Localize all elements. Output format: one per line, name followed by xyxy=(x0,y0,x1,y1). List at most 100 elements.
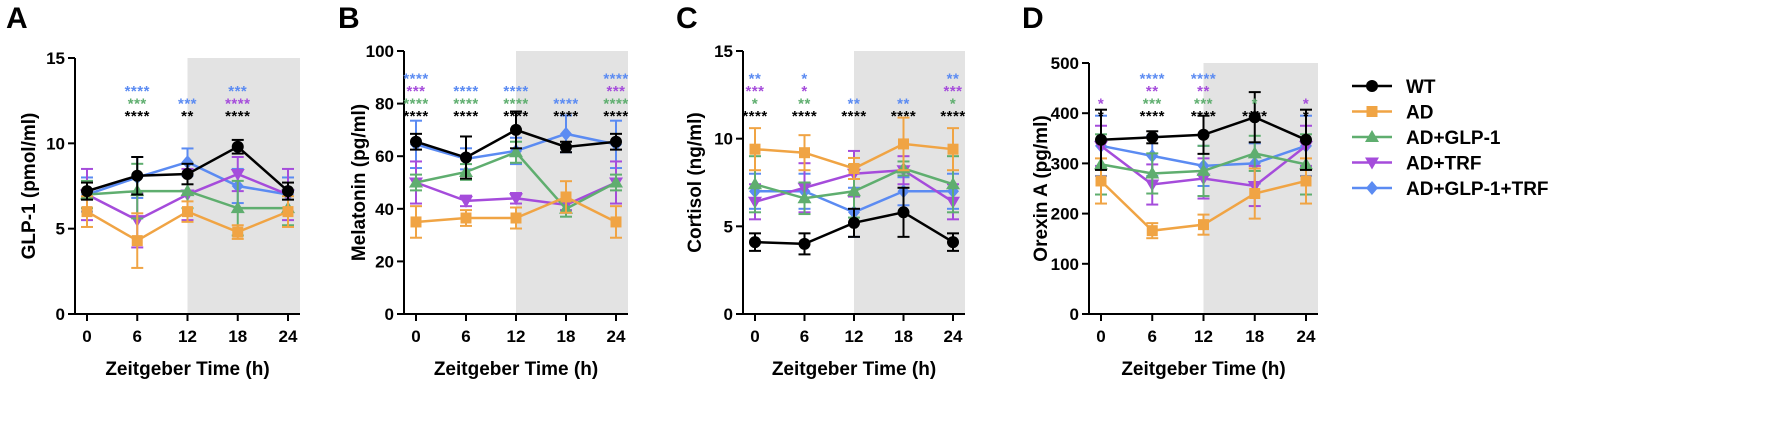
y-tick-label: 0 xyxy=(1070,305,1079,324)
significance-stars: *** xyxy=(606,83,625,100)
significance-stars: **** xyxy=(125,108,150,125)
data-point xyxy=(460,151,472,164)
y-tick-label: 500 xyxy=(1051,54,1079,73)
y-axis-label: Melatonin (pg/ml) xyxy=(349,104,370,261)
data-point xyxy=(560,126,572,141)
panel-letter: B xyxy=(338,2,360,35)
y-tick-label: 0 xyxy=(724,305,733,324)
significance-stars: **** xyxy=(841,108,866,125)
data-point xyxy=(230,201,245,214)
data-point xyxy=(460,212,472,224)
significance-stars: ** xyxy=(749,71,762,88)
significance-stars: **** xyxy=(403,96,428,113)
significance-stars: *** xyxy=(128,96,147,113)
dark-phase-shading xyxy=(1203,63,1318,314)
significance-stars: * xyxy=(950,96,956,113)
significance-stars: ** xyxy=(897,96,910,113)
x-tick-label: 24 xyxy=(607,327,626,346)
data-point xyxy=(1095,175,1107,187)
significance-stars: **** xyxy=(403,108,428,125)
x-tick-label: 18 xyxy=(1245,327,1264,346)
significance-stars: *** xyxy=(228,83,247,100)
data-point xyxy=(1145,166,1160,179)
data-point xyxy=(282,185,294,198)
significance-stars: ** xyxy=(798,96,811,113)
y-tick-label: 10 xyxy=(46,134,65,153)
data-point xyxy=(610,135,622,148)
data-point xyxy=(230,169,245,182)
x-tick-label: 12 xyxy=(178,327,197,346)
x-tick-label: 12 xyxy=(845,327,864,346)
y-tick-label: 100 xyxy=(1051,255,1079,274)
x-tick-label: 18 xyxy=(894,327,913,346)
significance-stars: **** xyxy=(225,96,250,113)
significance-stars: * xyxy=(801,71,807,88)
data-point xyxy=(1146,225,1158,237)
data-point xyxy=(182,206,193,218)
x-tick-label: 24 xyxy=(279,327,298,346)
data-point xyxy=(1198,219,1209,231)
legend-item: AD+GLP-1 xyxy=(1352,128,1501,149)
legend-label: WT xyxy=(1406,77,1436,98)
significance-stars: * xyxy=(801,83,807,100)
y-tick-label: 5 xyxy=(724,217,733,236)
significance-stars: * xyxy=(752,96,758,113)
data-point xyxy=(282,206,294,218)
data-point xyxy=(1247,146,1262,159)
data-point xyxy=(748,177,762,190)
significance-stars: **** xyxy=(553,108,578,125)
significance-stars: *** xyxy=(406,83,425,100)
x-tick-label: 0 xyxy=(82,327,91,346)
data-point xyxy=(947,236,959,249)
data-point xyxy=(509,145,523,158)
data-point xyxy=(799,147,810,159)
data-point xyxy=(1095,133,1107,146)
y-axis-label: GLP-1 (pmol/ml) xyxy=(19,113,40,260)
data-point xyxy=(798,237,811,250)
data-point xyxy=(510,212,522,224)
data-point xyxy=(410,135,422,148)
y-tick-label: 15 xyxy=(714,42,733,61)
data-point xyxy=(180,184,195,197)
x-tick-label: 0 xyxy=(750,327,759,346)
x-tick-label: 6 xyxy=(133,327,142,346)
data-point xyxy=(609,175,623,188)
data-point xyxy=(181,155,194,170)
data-point xyxy=(847,184,861,197)
series-wt xyxy=(749,186,959,256)
significance-stars: **** xyxy=(453,96,478,113)
series-ad xyxy=(749,116,959,180)
significance-stars: * xyxy=(1098,108,1104,125)
data-point xyxy=(848,162,860,174)
x-tick-label: 18 xyxy=(228,327,247,346)
significance-stars: *** xyxy=(1143,96,1162,113)
data-point xyxy=(1196,163,1211,176)
significance-stars: ** xyxy=(181,108,194,125)
data-point xyxy=(749,143,761,155)
y-tick-label: 20 xyxy=(375,252,394,271)
significance-stars: **** xyxy=(553,96,578,113)
x-axis-label: Zeitgeber Time (h) xyxy=(1121,359,1285,380)
significance-stars: ** xyxy=(947,71,960,88)
y-tick-label: 200 xyxy=(1051,205,1079,224)
y-tick-label: 80 xyxy=(375,95,394,114)
y-tick-label: 0 xyxy=(56,305,65,324)
data-point xyxy=(898,138,909,150)
significance-stars: **** xyxy=(891,108,916,125)
data-point xyxy=(1249,188,1261,200)
y-tick-label: 5 xyxy=(56,220,65,239)
x-tick-label: 6 xyxy=(1148,327,1157,346)
chart-panel-B: B 0 20 40 60 80 100 Melatonin (pg/ml) 0 6 12 18 24 Ze… xyxy=(338,2,628,380)
y-tick-label: 400 xyxy=(1051,104,1079,123)
significance-stars: ** xyxy=(1197,83,1210,100)
data-point xyxy=(181,168,194,181)
chart-panel-C: C 0 5 10 15 Cortisol (ng/ml) 0 6 12 18 24 Zeitgeber… xyxy=(676,2,965,380)
dark-phase-shading xyxy=(516,51,628,314)
significance-stars: **** xyxy=(453,83,478,100)
data-point xyxy=(797,191,812,204)
series-wt xyxy=(81,138,294,201)
legend-item: AD+GLP-1+TRF xyxy=(1352,179,1549,200)
legend-marker xyxy=(1365,130,1379,142)
significance-stars: ** xyxy=(848,96,861,113)
